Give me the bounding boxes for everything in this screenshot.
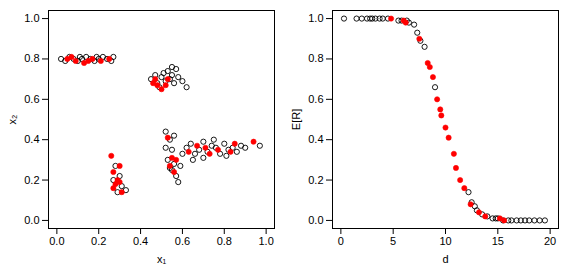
svg-text:5: 5 (390, 235, 396, 247)
svg-text:0: 0 (338, 235, 344, 247)
svg-text:0.2: 0.2 (24, 174, 39, 186)
svg-text:1.0: 1.0 (308, 12, 323, 24)
svg-text:0.6: 0.6 (175, 235, 190, 247)
svg-text:0.0: 0.0 (49, 235, 64, 247)
svg-text:0.2: 0.2 (91, 235, 106, 247)
svg-text:0.0: 0.0 (24, 214, 39, 226)
svg-text:d: d (442, 253, 448, 265)
svg-text:0.8: 0.8 (308, 52, 323, 64)
svg-text:0.6: 0.6 (308, 93, 323, 105)
svg-text:0.4: 0.4 (308, 133, 323, 145)
svg-text:0.4: 0.4 (24, 133, 39, 145)
svg-text:10: 10 (439, 235, 451, 247)
svg-text:1.0: 1.0 (258, 235, 273, 247)
svg-text:0.6: 0.6 (24, 93, 39, 105)
svg-text:1.0: 1.0 (24, 12, 39, 24)
svg-text:x₂: x₂ (6, 115, 18, 125)
svg-text:0.8: 0.8 (217, 235, 232, 247)
svg-text:20: 20 (544, 235, 556, 247)
svg-text:15: 15 (492, 235, 504, 247)
svg-text:0.8: 0.8 (24, 52, 39, 64)
svg-text:0.2: 0.2 (308, 174, 323, 186)
svg-text:0.4: 0.4 (133, 235, 148, 247)
svg-text:x₁: x₁ (157, 253, 167, 265)
svg-text:0.0: 0.0 (308, 214, 323, 226)
svg-text:E[R]: E[R] (290, 109, 302, 130)
